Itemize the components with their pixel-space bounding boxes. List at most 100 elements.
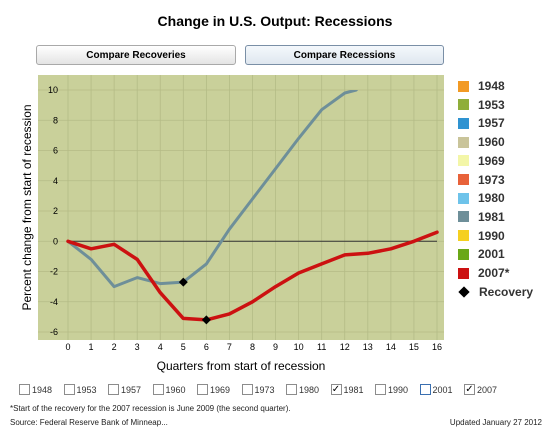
series-line-1981 [66, 90, 358, 289]
legend-label: 1969 [478, 153, 505, 168]
recovery-marker-2007 [201, 315, 211, 325]
checkbox-label: 1969 [210, 384, 231, 395]
checkbox-box[interactable] [375, 384, 386, 395]
legend-swatch [458, 99, 469, 111]
legend-swatch [458, 80, 469, 92]
legend-label: 1990 [478, 228, 505, 243]
checkbox-box[interactable] [419, 384, 431, 395]
x-tick-label: 9 [273, 342, 278, 352]
updated-text: Updated January 27 2012 [449, 418, 542, 427]
checkbox-box[interactable]: ✓ [330, 384, 342, 395]
legend-label: 1948 [478, 79, 505, 93]
legend-swatch [458, 192, 469, 204]
checkbox-1990[interactable]: 1990 [375, 384, 408, 395]
checkbox-label: 1980 [299, 384, 320, 395]
y-tick-label: 4 [53, 176, 58, 186]
checkbox-box[interactable] [63, 384, 75, 395]
compare-recoveries-button[interactable]: Compare Recoveries [36, 45, 236, 65]
legend-item: 1948 [458, 77, 505, 95]
legend-swatch [458, 117, 469, 129]
y-tick-label: -4 [50, 297, 58, 307]
checkbox-box[interactable] [241, 384, 253, 395]
x-tick-label: 16 [432, 342, 442, 352]
x-tick-label: 14 [386, 342, 396, 352]
checkbox-box[interactable] [152, 384, 164, 395]
x-tick-label: 11 [317, 342, 326, 352]
checkbox-label: 2001 [432, 384, 453, 395]
y-tick-label: -6 [50, 327, 58, 337]
y-axis-label: Percent change from start of recession [20, 104, 34, 310]
checkbox-label: 1953 [76, 384, 97, 395]
legend-swatch [458, 155, 469, 167]
legend-item: 1957 [458, 114, 505, 132]
legend-label: 1980 [478, 191, 505, 206]
y-tick-label: 8 [53, 115, 58, 125]
checkbox-box[interactable] [286, 384, 297, 395]
checkbox-label: 1990 [388, 384, 409, 395]
legend-swatch [458, 174, 469, 185]
y-tick-label: 0 [53, 236, 58, 246]
legend-label: 2007* [478, 266, 510, 280]
checkbox-box[interactable] [108, 384, 119, 395]
x-tick-label: 13 [363, 342, 373, 352]
x-axis-label: Quarters from start of recession [157, 359, 326, 373]
legend-label: 1973 [478, 172, 505, 187]
checkbox-1969[interactable]: 1969 [197, 384, 230, 395]
legend-label: 1960 [478, 135, 505, 150]
y-tick-label: 10 [48, 85, 58, 95]
legend-item: 1953 [458, 96, 505, 114]
legend-item: 1980 [458, 189, 505, 207]
chart-title: Change in U.S. Output: Recessions [157, 13, 393, 29]
compare-recessions-button[interactable]: Compare Recessions [245, 45, 444, 65]
checkbox-1953[interactable]: 1953 [63, 384, 97, 395]
y-tick-label: -2 [50, 267, 58, 277]
series-line-2007 [66, 230, 439, 322]
legend-label: 1981 [478, 209, 505, 224]
x-tick-label: 12 [340, 342, 350, 352]
legend-label: 2001 [478, 247, 505, 262]
legend-swatch [458, 267, 469, 279]
x-tick-label: 1 [89, 342, 94, 352]
checkbox-1960[interactable]: 1960 [152, 384, 186, 395]
footnote: *Start of the recovery for the 2007 rece… [10, 404, 291, 413]
legend-item: 1960 [458, 133, 505, 151]
x-tick-label: 15 [409, 342, 419, 352]
legend-label: 1957 [478, 116, 505, 131]
x-tick-label: 7 [227, 342, 232, 352]
x-tick-label: 3 [135, 342, 140, 352]
checkbox-box[interactable]: ✓ [464, 384, 475, 395]
checkbox-2007[interactable]: ✓ 2007 [464, 384, 497, 395]
legend-item: 1990 [458, 227, 505, 245]
legend-item: 2001 [458, 245, 505, 263]
checkbox-label: 1981 [343, 384, 364, 395]
recovery-marker-1981 [178, 277, 188, 287]
checkbox-1981[interactable]: ✓ 1981 [330, 384, 364, 395]
checkbox-1980[interactable]: 1980 [286, 384, 319, 395]
checkbox-1957[interactable]: 1957 [108, 384, 141, 395]
checkbox-label: 1957 [121, 384, 142, 395]
y-tick-label: 6 [53, 146, 58, 156]
checkbox-box[interactable] [197, 384, 208, 395]
checkbox-2001[interactable]: 2001 [419, 384, 453, 395]
legend-swatch [458, 248, 469, 260]
legend-swatch [458, 211, 469, 223]
legend-swatch [458, 136, 469, 148]
legend-label: Recovery [479, 284, 534, 299]
checkbox-1948[interactable]: 1948 [19, 384, 52, 395]
legend-item: 2007* [458, 264, 509, 282]
x-tick-label: 4 [158, 342, 163, 352]
y-tick-label: 2 [53, 206, 58, 216]
checkbox-box[interactable] [19, 384, 30, 395]
legend-item: Recovery [458, 283, 533, 301]
x-tick-label: 5 [181, 342, 186, 352]
x-tick-label: 10 [294, 342, 304, 352]
checkbox-1973[interactable]: 1973 [241, 384, 275, 395]
legend-item: 1973 [458, 171, 505, 189]
legend-item: 1981 [458, 208, 505, 226]
checkbox-label: 1948 [32, 384, 53, 395]
diamond-icon [458, 286, 470, 298]
x-tick-label: 0 [65, 342, 70, 352]
checkbox-label: 1973 [254, 384, 275, 395]
checkbox-label: 1960 [165, 384, 186, 395]
source-text: Source: Federal Reserve Bank of Minneap.… [10, 418, 168, 427]
